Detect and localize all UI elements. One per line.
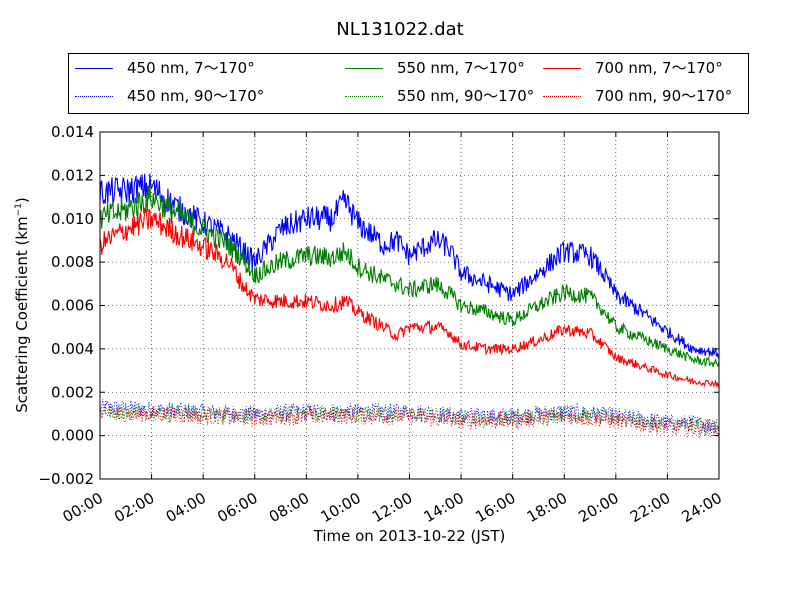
legend-line-swatch xyxy=(543,68,581,69)
x-tick-label: 04:00 xyxy=(163,489,209,526)
y-tick-label: 0.010 xyxy=(51,210,94,228)
x-tick-label: 12:00 xyxy=(369,489,415,526)
x-tick-label: 20:00 xyxy=(575,489,621,526)
legend-label: 450 nm, 7～170° xyxy=(127,59,255,77)
legend-line-swatch xyxy=(75,68,113,69)
legend-line-swatch xyxy=(75,96,113,97)
x-tick-label: 24:00 xyxy=(679,489,725,526)
series-line-0 xyxy=(100,173,719,360)
y-tick-label: 0.008 xyxy=(51,253,94,271)
legend-line-swatch xyxy=(543,96,581,97)
legend-label: 700 nm, 90～170° xyxy=(595,87,733,105)
y-axis-label-exponent: −1 xyxy=(14,203,24,217)
x-tick-label: 18:00 xyxy=(524,489,570,526)
series-line-5 xyxy=(100,404,719,439)
legend: 450 nm, 7～170° 550 nm, 7～170° 700 nm, 7～17… xyxy=(68,53,749,114)
legend-line-swatch xyxy=(345,68,383,69)
x-axis-label: Time on 2013-10-22 (JST) xyxy=(313,527,506,545)
legend-label: 550 nm, 90～170° xyxy=(397,87,535,105)
legend-label: 450 nm, 90～170° xyxy=(127,87,265,105)
series-line-2 xyxy=(100,208,719,389)
y-tick-label: 0.002 xyxy=(51,383,94,401)
x-tick-label: 14:00 xyxy=(421,489,467,526)
y-tick-label: 0.006 xyxy=(51,297,94,315)
y-axis-label-main: Scattering Coefficient (km xyxy=(13,216,31,413)
x-tick-label: 06:00 xyxy=(214,489,260,526)
legend-label: 700 nm, 7～170° xyxy=(595,59,723,77)
chart-title: NL131022.dat xyxy=(336,19,464,40)
x-tick-label: 02:00 xyxy=(111,489,157,526)
legend-label: 550 nm, 7～170° xyxy=(397,59,525,77)
y-tick-label: 0.000 xyxy=(51,427,94,445)
y-tick-label: −0.002 xyxy=(38,470,94,488)
y-tick-label: 0.014 xyxy=(51,123,94,141)
x-tick-label: 10:00 xyxy=(317,489,363,526)
y-tick-label: 0.004 xyxy=(51,340,94,358)
plot-area xyxy=(100,132,719,479)
y-axis-label-end: ) xyxy=(13,197,31,204)
legend-line-swatch xyxy=(345,96,383,97)
x-tick-label: 08:00 xyxy=(266,489,312,526)
y-tick-label: 0.012 xyxy=(51,166,94,184)
x-tick-label: 16:00 xyxy=(472,489,518,526)
series-line-1 xyxy=(100,185,719,368)
y-axis-label: Scattering Coefficient (km−1) xyxy=(13,197,31,413)
x-tick-label: 00:00 xyxy=(60,489,106,526)
x-tick-label: 22:00 xyxy=(627,489,673,526)
